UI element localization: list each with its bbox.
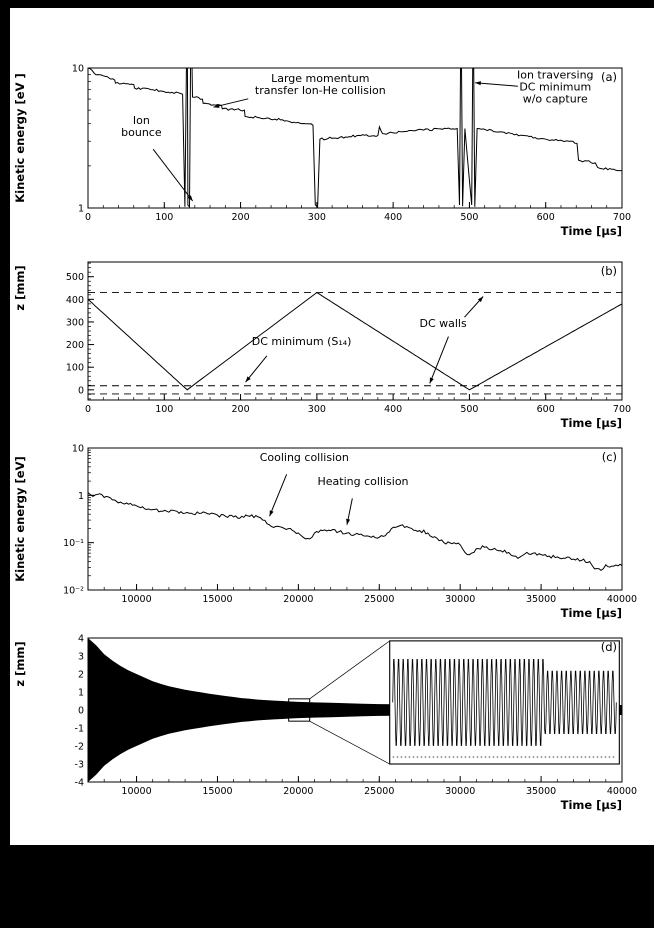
svg-text:200: 200 [232,212,250,223]
panel-b-z-position-chart: 0 100 200 300 400 500 600 700 0 100 200 300 400 500 Ti… [13,261,631,430]
svg-text:400: 400 [384,212,402,223]
svg-text:0: 0 [85,404,91,415]
svg-text:15000: 15000 [202,786,232,797]
svg-text:w/o capture: w/o capture [523,93,588,106]
svg-text:Kinetic energy [eV]: Kinetic energy [eV] [13,456,27,582]
panel-c-kinetic-energy-chart: 10000 15000 20000 25000 30000 35000 40000 10 1 10… [13,444,637,621]
svg-text:100: 100 [155,212,173,223]
svg-text:1: 1 [78,688,84,699]
svg-text:4: 4 [78,634,84,645]
svg-text:15000: 15000 [202,594,232,605]
svg-text:200: 200 [232,404,250,415]
svg-text:DC minimum (S₁₄): DC minimum (S₁₄) [252,335,352,348]
panel-d-z-position-chart: 10000 15000 20000 25000 30000 35000 40000 4 3 2 1 0… [13,634,637,813]
svg-text:2: 2 [78,670,84,681]
svg-text:400: 400 [66,295,84,306]
svg-text:Time [µs]: Time [µs] [561,606,622,620]
svg-text:600: 600 [537,212,555,223]
svg-text:300: 300 [308,212,326,223]
svg-text:(d): (d) [601,640,617,654]
panel-a-kinetic-energy-chart: 0 100 200 300 400 500 600 700 10 1 Time [µs] Kineti… [13,64,631,239]
svg-text:Time [µs]: Time [µs] [561,416,622,430]
svg-text:700: 700 [613,212,631,223]
svg-text:100: 100 [66,363,84,374]
svg-text:Cooling collision: Cooling collision [260,451,349,464]
svg-text:DC walls: DC walls [419,317,466,330]
svg-text:Ion traversing: Ion traversing [517,69,594,82]
svg-text:10⁻²: 10⁻² [63,586,84,597]
svg-text:bounce: bounce [121,126,162,139]
svg-text:-2: -2 [75,742,84,753]
svg-text:DC minimum: DC minimum [519,81,591,94]
svg-text:z [mm]: z [mm] [13,265,27,310]
svg-text:0: 0 [85,212,91,223]
svg-text:40000: 40000 [607,594,637,605]
svg-text:(a): (a) [601,70,617,84]
svg-text:300: 300 [66,317,84,328]
figure-canvas: 0 100 200 300 400 500 600 700 10 1 Time [µs] Kineti… [10,8,654,845]
svg-text:500: 500 [460,404,478,415]
svg-text:Kinetic energy [eV ]: Kinetic energy [eV ] [13,73,27,203]
svg-text:0: 0 [78,706,84,717]
svg-text:1: 1 [78,491,84,502]
svg-text:35000: 35000 [526,594,556,605]
svg-text:0: 0 [78,385,84,396]
svg-text:25000: 25000 [364,594,394,605]
svg-text:Ion: Ion [133,114,150,127]
svg-text:Large momentum: Large momentum [271,72,369,85]
svg-text:10: 10 [72,444,84,455]
svg-text:25000: 25000 [364,786,394,797]
svg-text:20000: 20000 [283,786,313,797]
svg-text:1: 1 [78,204,84,215]
svg-text:40000: 40000 [607,786,637,797]
svg-text:100: 100 [155,404,173,415]
svg-text:20000: 20000 [283,594,313,605]
svg-text:-4: -4 [75,778,84,789]
svg-text:(c): (c) [602,450,617,464]
svg-text:10: 10 [72,64,84,75]
svg-text:-1: -1 [75,724,84,735]
svg-text:30000: 30000 [445,594,475,605]
svg-text:600: 600 [537,404,555,415]
svg-text:200: 200 [66,340,84,351]
svg-text:Time [µs]: Time [µs] [561,224,622,238]
svg-text:10000: 10000 [121,594,151,605]
svg-text:10⁻¹: 10⁻¹ [63,538,84,549]
svg-text:10000: 10000 [121,786,151,797]
svg-text:transfer Ion-He collision: transfer Ion-He collision [255,84,386,97]
svg-text:(b): (b) [601,264,617,278]
svg-text:300: 300 [308,404,326,415]
svg-text:500: 500 [460,212,478,223]
svg-text:400: 400 [384,404,402,415]
svg-text:30000: 30000 [445,786,475,797]
svg-text:700: 700 [613,404,631,415]
svg-text:3: 3 [78,652,84,663]
svg-text:z [mm]: z [mm] [13,641,27,686]
svg-text:-3: -3 [75,760,84,771]
svg-text:35000: 35000 [526,786,556,797]
svg-text:Time [µs]: Time [µs] [561,798,622,812]
svg-text:500: 500 [66,272,84,283]
svg-text:Heating collision: Heating collision [317,475,408,488]
